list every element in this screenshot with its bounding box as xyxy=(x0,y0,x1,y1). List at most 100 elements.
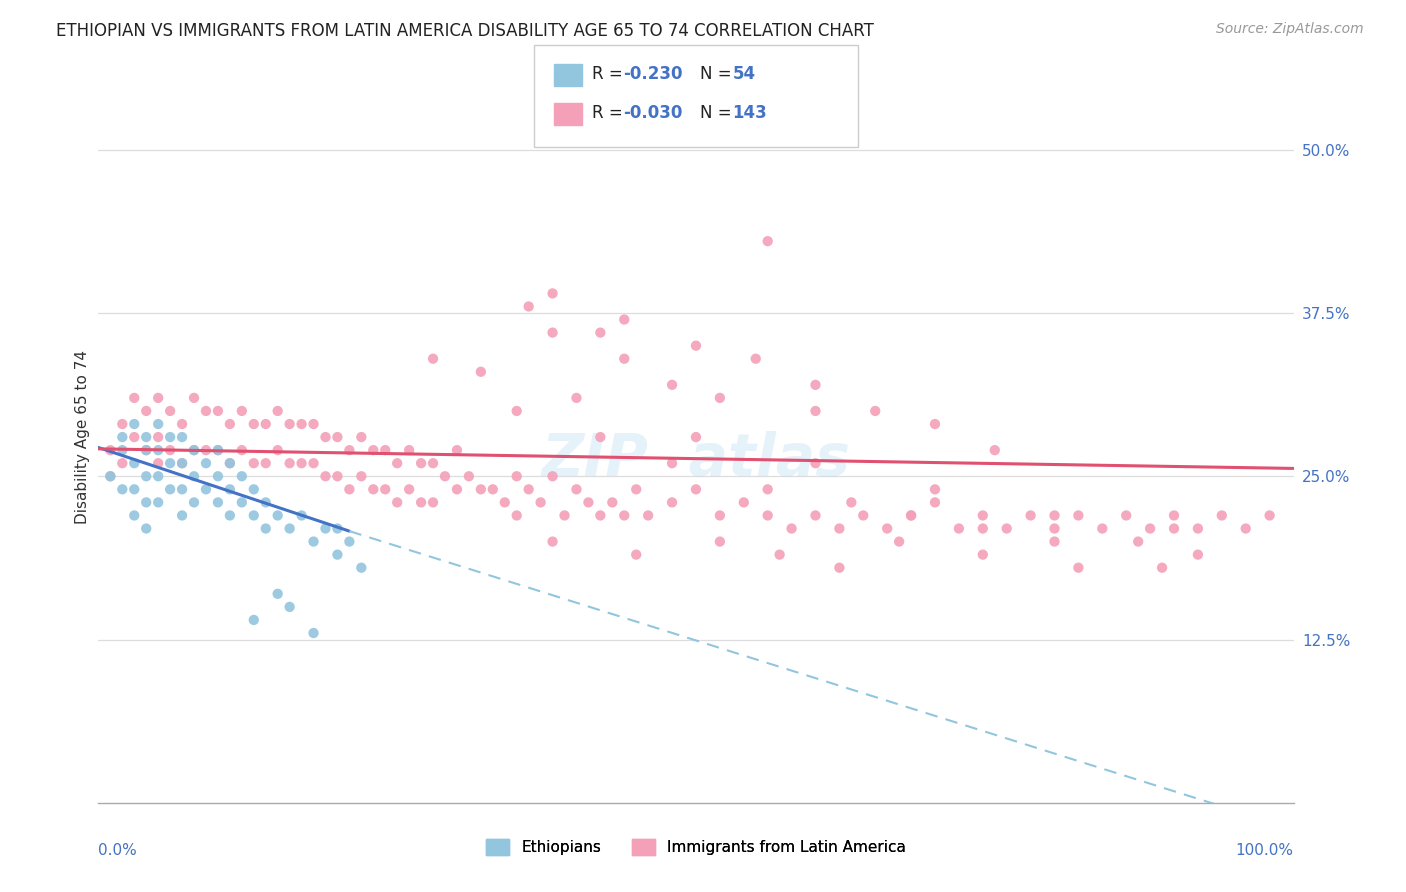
Point xyxy=(613,508,636,523)
Point xyxy=(1019,508,1042,523)
Point xyxy=(254,456,277,470)
Point xyxy=(924,495,946,509)
Point xyxy=(637,508,659,523)
Point xyxy=(172,430,194,444)
Point xyxy=(1067,560,1090,574)
Point xyxy=(195,404,218,418)
Point xyxy=(434,469,457,483)
Text: N =: N = xyxy=(700,104,737,122)
Point xyxy=(207,469,229,483)
Point xyxy=(302,626,325,640)
Point xyxy=(183,443,205,458)
Point xyxy=(172,456,194,470)
Point xyxy=(219,456,242,470)
Point xyxy=(530,495,553,509)
Point xyxy=(385,456,409,470)
Point xyxy=(541,469,564,483)
Point xyxy=(1128,534,1150,549)
Point xyxy=(183,391,205,405)
Point xyxy=(1258,508,1281,523)
Point xyxy=(159,483,181,497)
Point xyxy=(195,483,218,497)
Point xyxy=(254,521,277,535)
Point xyxy=(494,495,516,509)
Point xyxy=(661,456,683,470)
Point xyxy=(626,548,648,562)
Text: 54: 54 xyxy=(733,65,755,83)
Point xyxy=(446,483,468,497)
Point xyxy=(302,534,325,549)
Point xyxy=(876,521,898,535)
Point xyxy=(828,521,851,535)
Point xyxy=(267,508,290,523)
Point xyxy=(219,508,242,523)
Point xyxy=(172,483,194,497)
Point xyxy=(350,430,373,444)
Point xyxy=(124,508,146,523)
Point xyxy=(135,430,157,444)
Point xyxy=(350,469,373,483)
Point xyxy=(172,508,194,523)
Point xyxy=(302,456,325,470)
Point xyxy=(374,483,396,497)
Text: ZIP  atlas: ZIP atlas xyxy=(541,431,851,488)
Point xyxy=(661,495,683,509)
Point xyxy=(865,404,887,418)
Point xyxy=(841,495,863,509)
Text: 100.0%: 100.0% xyxy=(1236,843,1294,858)
Point xyxy=(231,469,253,483)
Point xyxy=(339,483,361,497)
Point xyxy=(135,469,157,483)
Point xyxy=(219,417,242,431)
Point xyxy=(124,483,146,497)
Point xyxy=(995,521,1018,535)
Point xyxy=(1187,521,1209,535)
Point xyxy=(111,483,134,497)
Point xyxy=(148,443,170,458)
Text: R =: R = xyxy=(592,104,628,122)
Point xyxy=(554,508,576,523)
Text: 143: 143 xyxy=(733,104,768,122)
Point xyxy=(315,469,337,483)
Point xyxy=(661,377,683,392)
Point xyxy=(148,417,170,431)
Point xyxy=(111,443,134,458)
Point xyxy=(470,365,492,379)
Point xyxy=(148,469,170,483)
Point xyxy=(709,391,731,405)
Point xyxy=(578,495,600,509)
Point xyxy=(804,377,827,392)
Point xyxy=(398,483,420,497)
Point xyxy=(458,469,481,483)
Point xyxy=(124,391,146,405)
Point xyxy=(804,456,827,470)
Point xyxy=(278,521,301,535)
Point xyxy=(243,613,266,627)
Point xyxy=(243,508,266,523)
Point xyxy=(148,430,170,444)
Point xyxy=(481,483,505,497)
Point xyxy=(148,391,170,405)
Point xyxy=(183,443,205,458)
Point xyxy=(1163,508,1185,523)
Text: Source: ZipAtlas.com: Source: ZipAtlas.com xyxy=(1216,22,1364,37)
Point xyxy=(231,495,253,509)
Point xyxy=(1043,521,1066,535)
Point xyxy=(135,443,157,458)
Point xyxy=(291,417,314,431)
Point xyxy=(1139,521,1161,535)
Point xyxy=(172,456,194,470)
Point xyxy=(626,483,648,497)
Point xyxy=(148,456,170,470)
Point xyxy=(363,483,385,497)
Point xyxy=(1043,508,1066,523)
Point xyxy=(972,521,994,535)
Point xyxy=(924,417,946,431)
Text: N =: N = xyxy=(700,65,737,83)
Point xyxy=(768,548,790,562)
Point xyxy=(315,430,337,444)
Point xyxy=(411,456,433,470)
Point xyxy=(315,521,337,535)
Point xyxy=(207,404,229,418)
Point xyxy=(183,469,205,483)
